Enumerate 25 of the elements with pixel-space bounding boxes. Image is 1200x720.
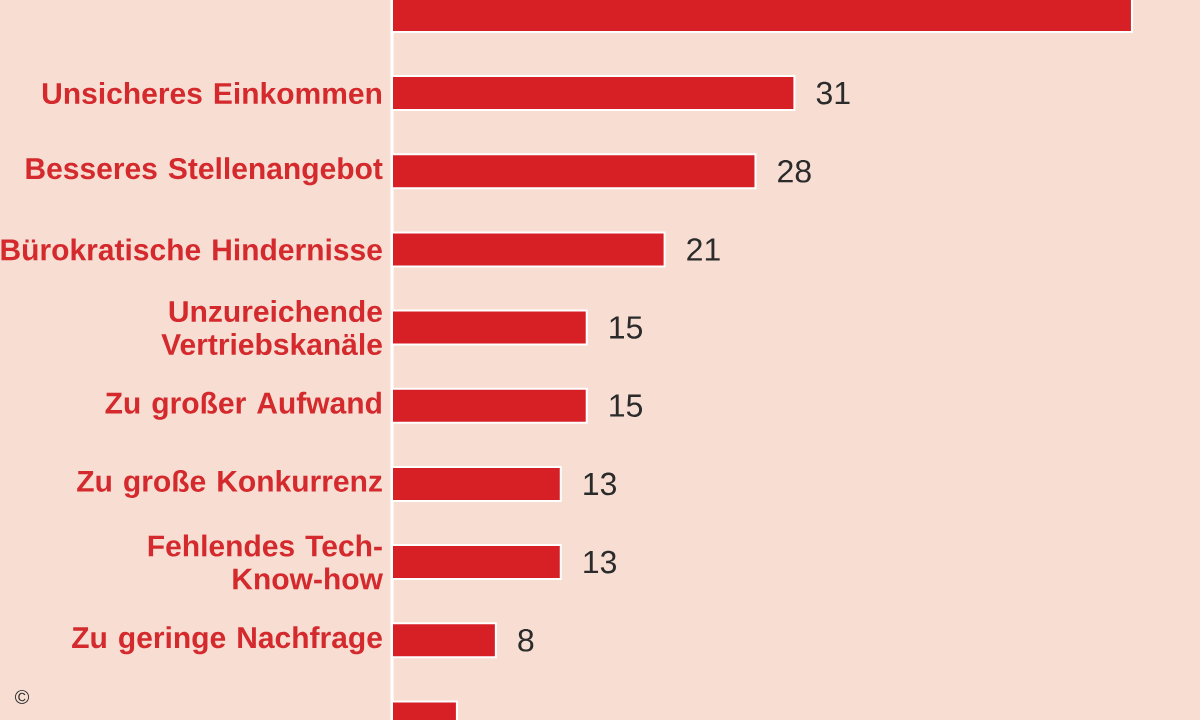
bar <box>392 75 796 112</box>
text: © <box>14 689 30 705</box>
y-tick-label: Bürokratische Hindernisse <box>1 238 382 261</box>
data-label: 28 <box>778 159 811 183</box>
y-tick-label: Zu geringe Nachfrage <box>72 626 382 655</box>
bar <box>392 231 666 268</box>
data-label: 13 <box>584 472 616 496</box>
y-tick-label: Zu großer Aufwand <box>105 391 381 420</box>
bar <box>392 153 757 190</box>
bar <box>392 622 497 659</box>
y-tick-label: Unsicheres Einkommen <box>42 82 382 105</box>
bar <box>392 544 562 581</box>
bar <box>392 309 588 346</box>
bar <box>392 387 588 424</box>
data-label: 31 <box>816 81 850 105</box>
data-label: 21 <box>687 238 720 261</box>
y-tick-label: Besseres Stellenangebot <box>26 157 383 186</box>
bar <box>392 465 562 502</box>
data-label: 8 <box>518 628 534 652</box>
data-label: 13 <box>584 550 616 574</box>
y-tick-label: Zu große Konkurrenz <box>77 469 382 498</box>
y-tick-label: Fehlendes Tech-Know-how <box>148 534 383 590</box>
data-label: 15 <box>610 316 643 339</box>
y-tick-label: Unzureichende Vertriebskanäle <box>161 300 382 356</box>
data-label: 15 <box>610 394 643 417</box>
